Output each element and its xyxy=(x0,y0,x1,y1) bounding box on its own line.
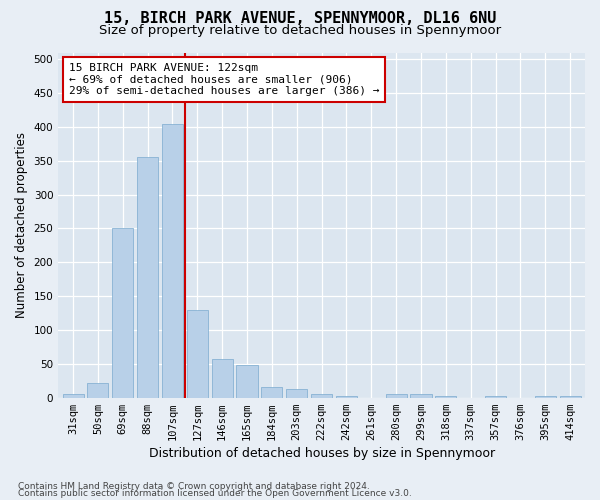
Bar xyxy=(88,383,109,398)
X-axis label: Distribution of detached houses by size in Spennymoor: Distribution of detached houses by size … xyxy=(149,447,494,460)
Text: 15 BIRCH PARK AVENUE: 122sqm
← 69% of detached houses are smaller (906)
29% of s: 15 BIRCH PARK AVENUE: 122sqm ← 69% of de… xyxy=(69,63,379,96)
Bar xyxy=(137,158,158,398)
Y-axis label: Number of detached properties: Number of detached properties xyxy=(15,132,28,318)
Bar xyxy=(386,394,407,398)
Bar xyxy=(410,394,431,398)
Bar xyxy=(286,389,307,398)
Text: Contains public sector information licensed under the Open Government Licence v3: Contains public sector information licen… xyxy=(18,489,412,498)
Text: Size of property relative to detached houses in Spennymoor: Size of property relative to detached ho… xyxy=(99,24,501,37)
Bar xyxy=(560,396,581,398)
Bar xyxy=(236,364,257,398)
Bar xyxy=(187,310,208,398)
Bar xyxy=(262,387,283,398)
Bar xyxy=(162,124,183,398)
Bar xyxy=(212,359,233,398)
Bar xyxy=(112,228,133,398)
Text: 15, BIRCH PARK AVENUE, SPENNYMOOR, DL16 6NU: 15, BIRCH PARK AVENUE, SPENNYMOOR, DL16 … xyxy=(104,11,496,26)
Bar xyxy=(311,394,332,398)
Bar xyxy=(535,396,556,398)
Bar xyxy=(336,396,357,398)
Bar xyxy=(435,396,457,398)
Bar xyxy=(485,396,506,398)
Text: Contains HM Land Registry data © Crown copyright and database right 2024.: Contains HM Land Registry data © Crown c… xyxy=(18,482,370,491)
Bar xyxy=(62,394,83,398)
